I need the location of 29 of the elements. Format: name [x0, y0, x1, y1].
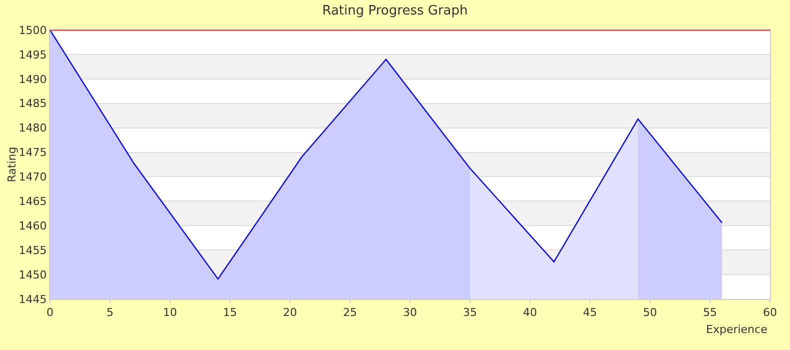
x-tick-label: 45 — [583, 306, 597, 320]
y-tick-label: 1480 — [18, 122, 47, 135]
y-tick-label: 1460 — [18, 219, 47, 232]
x-tick-label: 40 — [523, 306, 537, 320]
x-tick-label: 35 — [463, 306, 477, 320]
x-tick-label: 0 — [46, 306, 54, 320]
y-tick-label: 1450 — [18, 268, 47, 282]
y-tick-label: 1455 — [18, 244, 47, 257]
x-tick-label: 25 — [343, 306, 357, 320]
x-tick-label: 15 — [223, 306, 237, 320]
x-tick-label: 30 — [403, 306, 417, 320]
y-tick-label: 1490 — [18, 72, 47, 86]
x-axis-title: Experience — [706, 323, 768, 336]
x-tick-label: 5 — [106, 306, 114, 320]
y-axis-title: Rating — [5, 146, 18, 182]
chart-title: Rating Progress Graph — [322, 3, 468, 18]
x-tick-label: 60 — [763, 306, 777, 320]
y-tick-label: 1485 — [18, 97, 47, 110]
y-tick-label: 1495 — [18, 48, 47, 62]
y-tick-label: 1500 — [18, 24, 47, 37]
y-tick-label: 1470 — [18, 170, 47, 184]
line-series — [50, 30, 723, 280]
y-tick-label: 1475 — [18, 146, 47, 160]
x-tick-label: 55 — [703, 306, 717, 320]
x-tick-label: 50 — [643, 306, 657, 320]
x-tick-label: 10 — [163, 306, 177, 320]
y-tick-label: 1445 — [18, 292, 47, 306]
x-tick-label: 20 — [283, 306, 297, 320]
y-tick-label: 1465 — [18, 195, 47, 208]
